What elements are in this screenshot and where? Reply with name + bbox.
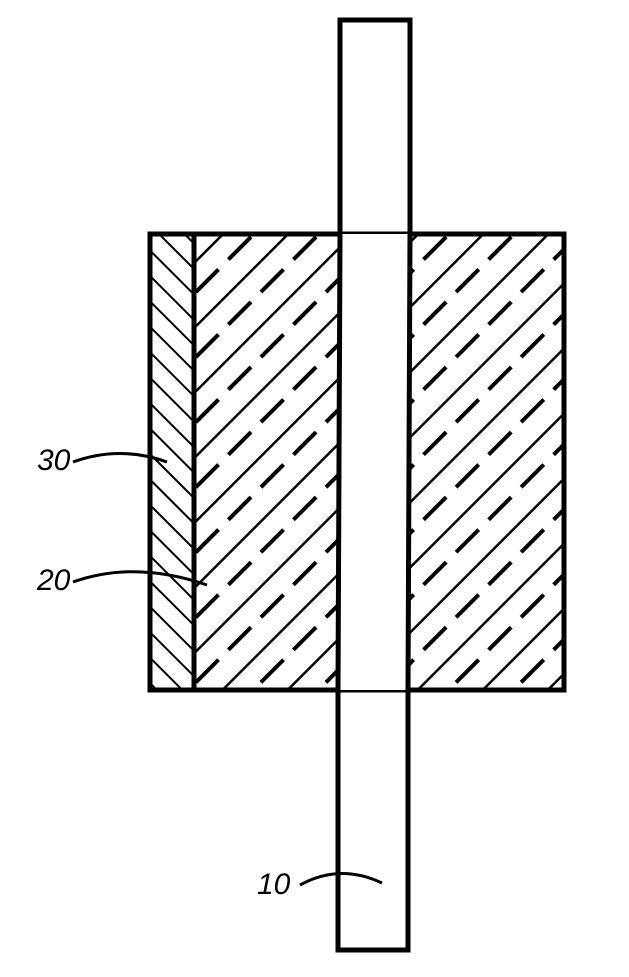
label-text-30: 30 xyxy=(37,444,71,477)
shaft-middle-left-edge xyxy=(338,234,340,690)
sleeve xyxy=(150,234,194,690)
shaft-top xyxy=(340,20,410,234)
shaft-middle-right-edge xyxy=(408,234,410,690)
shaft-middle-fill xyxy=(338,234,410,690)
label-text-20: 20 xyxy=(36,564,71,597)
label-text-10: 10 xyxy=(257,868,291,901)
shaft-bottom xyxy=(338,690,408,950)
